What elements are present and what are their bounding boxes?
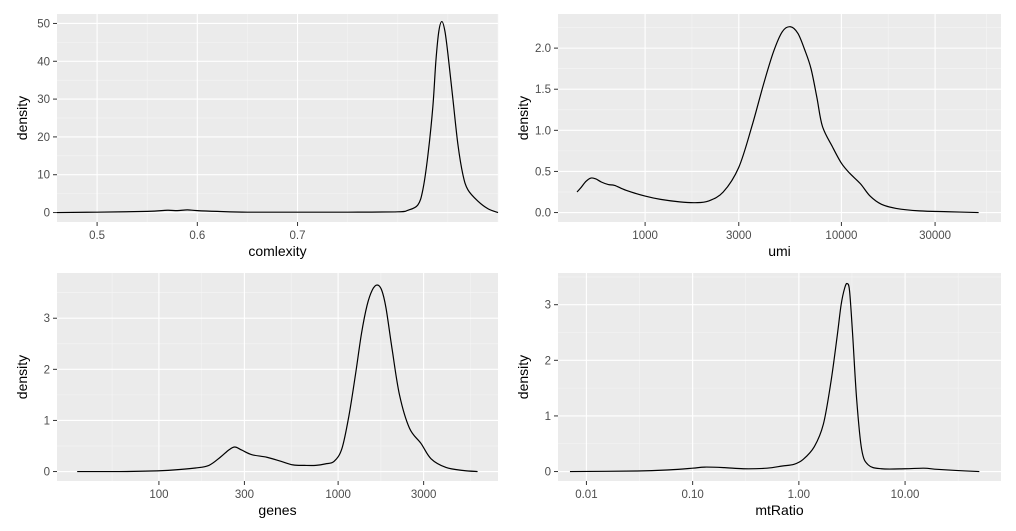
x-tick-label: 0.7 (290, 230, 306, 242)
x-axis-title: umi (768, 243, 791, 259)
y-tick-label: 50 (37, 18, 50, 30)
y-axis-title: density (14, 355, 30, 399)
x-tick-label: 30000 (919, 230, 951, 242)
x-tick-label: 1000 (632, 230, 658, 242)
y-tick-label: 3 (545, 300, 551, 312)
y-tick-label: 0 (44, 208, 50, 220)
y-tick-label: 10 (37, 170, 50, 182)
y-tick-label: 3 (44, 313, 50, 325)
x-axis-title: mtRatio (755, 502, 803, 518)
complexity-density-panel: 0.5 0.6 0.7 0 10 20 30 40 50 comlexity density (14, 14, 499, 259)
y-tick-label: 1 (545, 411, 551, 423)
x-tick-label: 0.5 (89, 230, 105, 242)
y-tick-label: 2 (44, 364, 50, 376)
panel-background (558, 273, 1001, 481)
y-axis-title: density (515, 96, 531, 140)
panel-background (57, 273, 498, 481)
x-tick-label: 0.10 (681, 489, 703, 501)
y-tick-label: 2.0 (535, 43, 551, 55)
y-tick-label: 40 (37, 56, 50, 68)
x-tick-label: 10.00 (891, 489, 920, 501)
x-axis-title: genes (258, 502, 296, 518)
umi-density-panel: 1000 3000 10000 30000 0.0 0.5 1.0 1.5 2.0 umi dens… (515, 14, 1001, 259)
x-tick-label: 3000 (726, 230, 752, 242)
mtratio-density-panel: 0.01 0.10 1.00 10.00 0 1 2 3 mtRatio density (515, 273, 1001, 518)
x-tick-label: 1.00 (788, 489, 810, 501)
y-axis-title: density (515, 355, 531, 399)
y-tick-label: 0 (545, 467, 551, 479)
density-curve (77, 284, 478, 473)
y-axis-title: density (14, 96, 30, 140)
y-tick-label: 1.5 (535, 84, 551, 96)
density-curve (56, 20, 499, 214)
y-tick-label: 0.0 (535, 208, 551, 220)
y-tick-label: 30 (37, 94, 50, 106)
density-curve (576, 26, 979, 214)
y-tick-label: 20 (37, 132, 50, 144)
y-tick-label: 2 (545, 355, 551, 367)
y-tick-label: 0.5 (535, 166, 551, 178)
x-tick-label: 0.6 (189, 230, 205, 242)
x-tick-label: 100 (149, 489, 168, 501)
density-curve (569, 282, 980, 473)
y-tick-label: 0 (44, 467, 50, 479)
y-tick-label: 1 (44, 415, 50, 427)
x-tick-label: 10000 (825, 230, 857, 242)
x-tick-label: 1000 (325, 489, 351, 501)
genes-density-panel: 100 300 1000 3000 0 1 2 3 genes density (14, 273, 498, 518)
y-tick-label: 1.0 (535, 125, 551, 137)
x-tick-label: 3000 (411, 489, 437, 501)
x-axis-title: comlexity (248, 243, 306, 259)
x-tick-label: 300 (235, 489, 254, 501)
x-tick-label: 0.01 (575, 489, 597, 501)
